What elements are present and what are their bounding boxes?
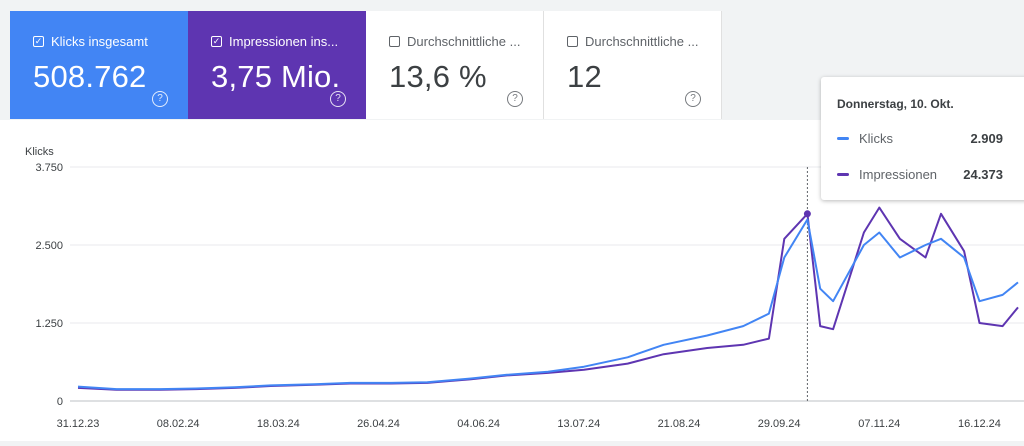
metric-card-value: 3,75 Mio. <box>211 59 341 94</box>
tooltip-series-name: Impressionen <box>859 166 938 182</box>
metric-card-label-text: Impressionen ins... <box>229 34 339 49</box>
chart-svg[interactable]: Klicks 0 1.250 2.500 3.750 31.12.23 08.02.24… <box>0 120 1024 441</box>
series <box>77 206 1019 391</box>
metric-card-ctr[interactable]: Durchschnittliche ... 13,6 % ? <box>366 11 544 119</box>
x-tick-label: 07.11.24 <box>858 418 900 430</box>
tooltip-row-impressions: Impressionen 24.373 <box>837 166 1024 182</box>
tooltip-series-value: 2.909 <box>970 130 1003 146</box>
y-tick-label: 2.500 <box>35 240 63 252</box>
metric-card-label: ✓ Impressionen ins... <box>211 34 361 49</box>
x-tick-label: 21.08.24 <box>658 418 701 430</box>
y-tick-label: 1.250 <box>35 318 63 330</box>
x-tick-label: 29.09.24 <box>758 418 801 430</box>
help-icon[interactable]: ? <box>330 91 346 107</box>
y-axis-label: Klicks <box>25 146 54 158</box>
tooltip-date: Donnerstag, 10. Okt. <box>837 97 954 111</box>
metric-card-impressions[interactable]: ✓ Impressionen ins... 3,75 Mio. ? <box>188 11 366 119</box>
x-tick-label: 13.07.24 <box>557 418 600 430</box>
x-ticks: 31.12.23 08.02.24 18.03.24 26.04.24 04.06.24… <box>57 418 1001 430</box>
metric-card-label-text: Durchschnittliche ... <box>585 34 699 49</box>
help-icon[interactable]: ? <box>685 91 701 107</box>
x-tick-label: 08.02.24 <box>157 418 200 430</box>
y-tick-label: 3.750 <box>35 162 63 174</box>
checkbox-checked-icon[interactable]: ✓ <box>33 36 44 47</box>
metric-card-label-text: Durchschnittliche ... <box>407 34 521 49</box>
help-icon[interactable]: ? <box>507 91 523 107</box>
metric-card-label: Durchschnittliche ... <box>389 34 539 49</box>
x-tick-label: 31.12.23 <box>57 418 100 430</box>
metric-card-position[interactable]: Durchschnittliche ... 12 ? <box>544 11 722 119</box>
y-tick-label: 0 <box>57 396 63 408</box>
checkbox-unchecked-icon[interactable] <box>389 36 400 47</box>
metric-cards: ✓ Klicks insgesamt 508.762 ? ✓ Impressio… <box>10 11 722 119</box>
metric-card-value: 12 <box>567 59 602 94</box>
checkbox-checked-icon[interactable]: ✓ <box>211 36 222 47</box>
x-tick-label: 16.12.24 <box>958 418 1001 430</box>
tooltip-swatch <box>837 136 849 140</box>
metric-card-clicks[interactable]: ✓ Klicks insgesamt 508.762 ? <box>10 11 188 119</box>
hover-point <box>803 210 811 218</box>
metric-card-label: ✓ Klicks insgesamt <box>33 34 183 49</box>
y-ticks: 0 1.250 2.500 3.750 <box>35 162 63 408</box>
grid <box>70 166 1024 402</box>
tooltip-row-clicks: Klicks 2.909 <box>837 130 1024 146</box>
tooltip-swatch <box>837 172 849 176</box>
tooltip-series-value: 24.373 <box>963 166 1003 182</box>
metric-card-label: Durchschnittliche ... <box>567 34 717 49</box>
help-icon[interactable]: ? <box>152 91 168 107</box>
x-tick-label: 18.03.24 <box>257 418 300 430</box>
tooltip-series-name: Klicks <box>859 130 893 146</box>
x-tick-label: 26.04.24 <box>357 418 400 430</box>
x-tick-label: 04.06.24 <box>457 418 500 430</box>
metric-card-value: 508.762 <box>33 59 147 94</box>
series-line-klicks <box>77 218 1019 391</box>
checkbox-unchecked-icon[interactable] <box>567 36 578 47</box>
metric-card-value: 13,6 % <box>389 59 487 94</box>
chart-tooltip: Donnerstag, 10. Okt. Klicks 2.909 Impres… <box>821 77 1024 200</box>
metric-card-label-text: Klicks insgesamt <box>51 34 148 49</box>
